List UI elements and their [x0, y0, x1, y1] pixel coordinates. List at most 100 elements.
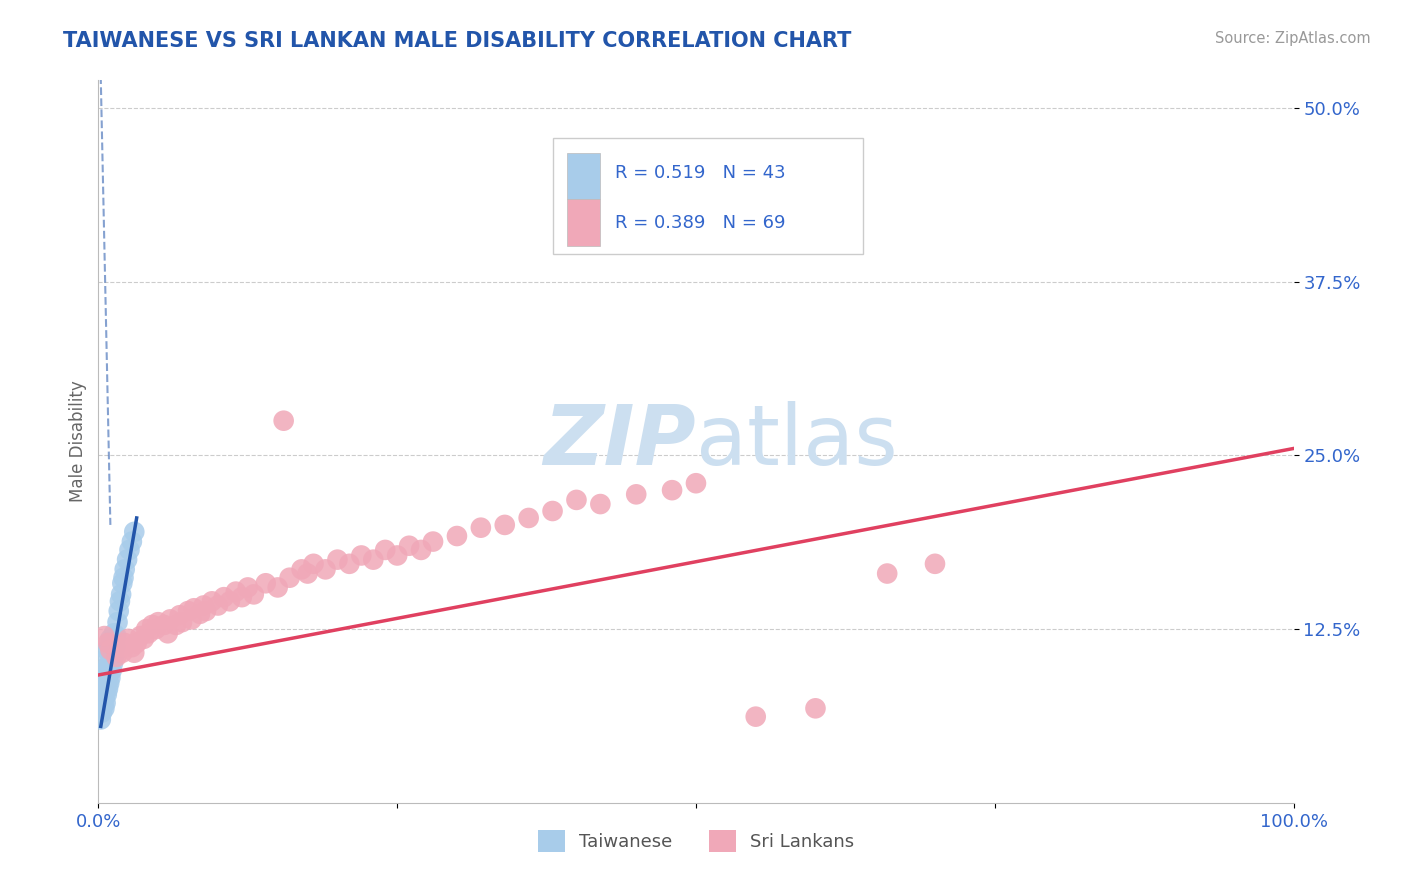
- Point: [91, 698, 114, 713]
- Point: [278, 571, 301, 585]
- Point: [148, 615, 170, 630]
- Point: [91, 684, 114, 698]
- Point: [212, 590, 235, 604]
- Point: [117, 632, 139, 646]
- Point: [517, 511, 540, 525]
- FancyBboxPatch shape: [567, 200, 600, 246]
- Point: [98, 676, 121, 690]
- Text: atlas: atlas: [696, 401, 897, 482]
- Point: [135, 622, 157, 636]
- Point: [100, 664, 122, 678]
- Point: [121, 640, 143, 655]
- Text: Source: ZipAtlas.com: Source: ZipAtlas.com: [1215, 31, 1371, 46]
- Point: [97, 681, 120, 696]
- Point: [422, 534, 444, 549]
- Point: [302, 557, 325, 571]
- Point: [107, 604, 129, 618]
- Point: [138, 626, 160, 640]
- Point: [98, 654, 122, 668]
- Point: [96, 659, 118, 673]
- Point: [195, 604, 218, 618]
- Point: [97, 668, 120, 682]
- Point: [141, 618, 163, 632]
- Point: [98, 640, 121, 655]
- Point: [180, 612, 202, 626]
- Point: [446, 529, 468, 543]
- Text: R = 0.389   N = 69: R = 0.389 N = 69: [614, 214, 785, 232]
- Point: [98, 662, 121, 676]
- Point: [98, 632, 122, 646]
- Point: [129, 629, 152, 643]
- Point: [115, 552, 138, 566]
- Point: [108, 640, 131, 655]
- Point: [121, 534, 143, 549]
- Point: [108, 594, 131, 608]
- Point: [101, 636, 124, 650]
- Point: [225, 584, 247, 599]
- Point: [110, 587, 132, 601]
- Point: [385, 549, 409, 563]
- Point: [297, 566, 319, 581]
- Point: [105, 649, 128, 664]
- Point: [94, 681, 117, 696]
- Point: [219, 594, 242, 608]
- Point: [183, 601, 205, 615]
- Point: [125, 636, 148, 650]
- Point: [193, 599, 215, 613]
- Point: [589, 497, 612, 511]
- Point: [97, 636, 120, 650]
- Point: [165, 618, 187, 632]
- Point: [111, 576, 134, 591]
- Point: [93, 701, 115, 715]
- Point: [93, 629, 115, 643]
- Point: [156, 626, 179, 640]
- Text: ZIP: ZIP: [543, 401, 696, 482]
- Point: [236, 581, 259, 595]
- Point: [97, 649, 120, 664]
- Point: [350, 549, 373, 563]
- Point: [112, 571, 135, 585]
- Point: [494, 517, 516, 532]
- Point: [273, 414, 295, 428]
- Text: TAIWANESE VS SRI LANKAN MALE DISABILITY CORRELATION CHART: TAIWANESE VS SRI LANKAN MALE DISABILITY …: [63, 31, 852, 51]
- Point: [924, 557, 946, 571]
- Point: [101, 657, 124, 671]
- Point: [326, 552, 349, 566]
- Point: [876, 566, 898, 581]
- Point: [93, 671, 115, 685]
- Point: [104, 640, 127, 655]
- Point: [254, 576, 277, 591]
- Point: [159, 612, 181, 626]
- Point: [124, 646, 146, 660]
- Point: [201, 594, 224, 608]
- Point: [132, 632, 155, 646]
- Point: [207, 599, 229, 613]
- Point: [91, 678, 114, 692]
- Point: [626, 487, 648, 501]
- Point: [96, 687, 118, 701]
- Point: [470, 521, 492, 535]
- Point: [114, 636, 136, 650]
- Point: [267, 581, 290, 595]
- Point: [118, 542, 141, 557]
- Point: [124, 524, 146, 539]
- Point: [93, 691, 115, 706]
- Point: [411, 542, 433, 557]
- Point: [96, 673, 118, 688]
- Point: [169, 608, 191, 623]
- Point: [96, 643, 118, 657]
- Point: [315, 562, 337, 576]
- Point: [243, 587, 266, 601]
- Y-axis label: Male Disability: Male Disability: [69, 381, 87, 502]
- Legend: Taiwanese, Sri Lankans: Taiwanese, Sri Lankans: [530, 822, 862, 859]
- Point: [339, 557, 361, 571]
- Point: [172, 615, 194, 630]
- Point: [231, 590, 253, 604]
- Point: [398, 539, 420, 553]
- Point: [565, 492, 588, 507]
- Point: [111, 646, 134, 660]
- Point: [661, 483, 683, 498]
- Point: [363, 552, 385, 566]
- Point: [188, 607, 211, 621]
- Point: [105, 629, 128, 643]
